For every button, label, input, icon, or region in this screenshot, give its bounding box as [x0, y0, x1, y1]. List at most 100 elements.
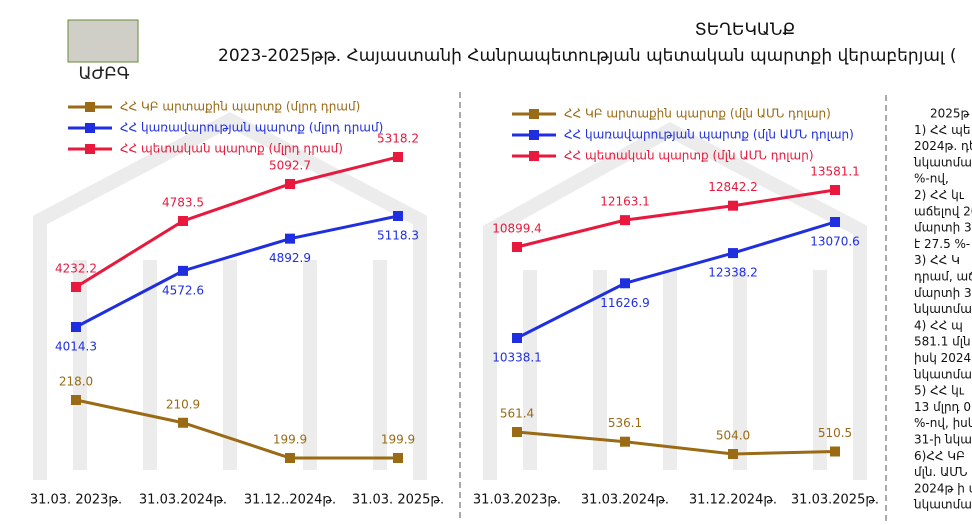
series-line	[75, 398, 398, 460]
point	[285, 178, 295, 189]
data-label: 13070.6	[810, 235, 860, 249]
data-label: 5092.7	[269, 158, 311, 172]
side-text: 3) ՀՀ Կ	[914, 253, 960, 267]
side-text: նկատմամբ	[913, 498, 972, 512]
data-label: 510.5	[818, 426, 852, 440]
side-text: 2) ՀՀ կւ	[914, 188, 965, 202]
side-text: 2024թ ի ս	[914, 481, 972, 495]
series-line	[516, 188, 836, 249]
data-label: 218.0	[59, 375, 93, 389]
point	[830, 217, 840, 227]
legend-marker	[85, 123, 95, 133]
side-text: մարտի 31	[914, 286, 972, 300]
data-label: 199.9	[381, 433, 415, 447]
side-text: նկատմամբ	[913, 155, 972, 169]
x-tick-label: 31.03.2025թ.	[791, 493, 879, 508]
watermark	[33, 112, 867, 480]
side-text: 4) ՀՀ պ	[914, 318, 963, 332]
legend-marker	[85, 144, 95, 154]
data-label: 12163.1	[600, 195, 650, 209]
point	[393, 453, 403, 463]
point	[512, 427, 522, 437]
side-text: իսկ 2024	[914, 351, 971, 365]
side-text: նկատմամբ	[913, 302, 972, 316]
subtitle: 2023-2025թթ. Հայաստանի Հանրապետության պե…	[218, 46, 957, 66]
side-text: 5) ՀՀ կւ	[914, 384, 965, 398]
logo-text: ԱԺԲԳ	[78, 64, 129, 84]
point	[393, 152, 403, 162]
side-text: 2024թ. դե	[914, 139, 972, 153]
side-text: է 27.5 %-	[914, 237, 970, 251]
data-label: 12842.2	[708, 180, 758, 194]
data-label: 4892.9	[269, 251, 311, 265]
data-label: 5118.3	[377, 229, 419, 243]
data-label: 504.0	[716, 429, 750, 443]
point	[393, 211, 403, 221]
data-label: 210.9	[166, 397, 200, 411]
point	[71, 322, 81, 332]
series-line	[516, 220, 836, 340]
data-label: 11626.9	[600, 296, 650, 310]
x-tick-label: 31.03.2023թ.	[473, 493, 561, 508]
data-label: 13581.1	[810, 165, 860, 179]
legend-label: ՀՀ կառավարության պարտք (մլն ԱՄՆ դոլար)	[564, 128, 854, 142]
data-label: 10338.1	[492, 351, 542, 365]
point	[71, 282, 81, 292]
point	[71, 395, 81, 405]
legend-label: ՀՀ պետական պարտք (մլն ԱՄՆ դոլար)	[564, 149, 814, 163]
point	[830, 185, 840, 195]
legend-label: ՀՀ ԿԲ արտաքին պարտք (մլրդ դրամ)	[120, 100, 360, 114]
side-text: %-ով,	[914, 172, 949, 186]
side-text: աճելով 20	[914, 204, 972, 218]
side-text: մլն. ԱՄՆ	[914, 465, 968, 479]
data-label: 536.1	[608, 416, 642, 430]
side-text: մարտի 31	[914, 221, 972, 235]
point	[620, 215, 630, 226]
x-tick-label: 31.03.2024թ.	[581, 493, 669, 508]
x-tick-label: 31.03. 2025թ.	[352, 493, 444, 508]
data-label: 561.4	[500, 407, 534, 421]
legend-label: ՀՀ պետական պարտք (մլրդ դրամ)	[120, 142, 343, 156]
data-label: 10899.4	[492, 222, 542, 236]
series-line	[75, 214, 399, 329]
series-line	[516, 430, 836, 456]
x-tick-label: 31.03. 2023թ.	[30, 493, 122, 508]
data-label: 4572.6	[162, 283, 204, 297]
legend-marker	[85, 102, 95, 112]
side-text: 581.1 մլն	[914, 335, 971, 349]
point	[728, 200, 738, 211]
point	[178, 417, 188, 428]
point	[728, 248, 738, 259]
point	[620, 436, 630, 447]
side-text: %-ով, իսկ	[914, 416, 972, 430]
point	[830, 446, 840, 457]
data-label: 4014.3	[55, 340, 97, 354]
side-text: 13 մլրդ 07	[914, 400, 972, 414]
side-text: դրամ, աճ	[914, 270, 972, 284]
side-text: 2025թ	[930, 107, 970, 121]
series-line	[75, 155, 399, 289]
legend-marker	[529, 130, 539, 140]
title: ՏԵՂԵԿԱՆՔ	[695, 20, 795, 40]
legend-marker	[529, 151, 539, 161]
point	[512, 333, 522, 343]
point	[178, 265, 188, 276]
legend-marker	[529, 109, 539, 119]
logo	[67, 19, 139, 63]
legend-label: ՀՀ կառավարության պարտք (մլրդ դրամ)	[120, 121, 383, 135]
point	[728, 449, 738, 459]
data-label: 12338.2	[708, 266, 758, 280]
legend-label: ՀՀ ԿԲ արտաքին պարտք (մլն ԱՄՆ դոլար)	[564, 107, 831, 121]
side-text: նկատմամբ	[913, 367, 972, 381]
side-text: 31-ի նկա	[914, 433, 972, 447]
point	[178, 216, 188, 227]
point	[285, 233, 295, 244]
x-tick-label: 31.12..2024թ.	[244, 493, 336, 508]
point	[285, 453, 295, 463]
x-tick-label: 31.12.2024թ.	[689, 493, 777, 508]
point	[512, 242, 522, 252]
data-label: 199.9	[273, 433, 307, 447]
data-label: 4232.2	[55, 262, 97, 276]
side-text: 1) ՀՀ պե	[914, 123, 970, 137]
